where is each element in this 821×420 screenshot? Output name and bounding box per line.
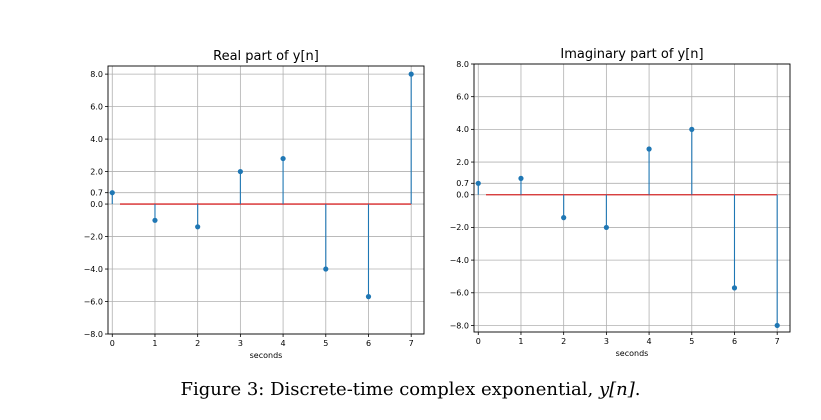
y-tick-label: 4.0 [90,135,103,144]
figure: 0 1 2 3 4 5 6 7 8.0 6.0 4.0 2.0 0.7 0.0 −2.0 −4.0 −6.0 −8… [84,47,791,360]
stem-marker [561,215,567,221]
x-tick-label: 5 [689,337,694,346]
plot-frame [473,63,791,333]
x-tick-label: 7 [409,339,414,348]
stem-marker [323,266,329,272]
y-tick-label: −2.0 [84,232,103,241]
real-part-plot: 0 1 2 3 4 5 6 7 8.0 6.0 4.0 2.0 0.7 0.0 −2.0 −4.0 −6.0 −8… [84,49,425,360]
x-tick-label: 3 [604,337,609,346]
stem-marker [774,322,780,329]
stem-marker [195,224,201,230]
plot-title: Real part of y[n] [213,49,319,64]
stem-marker [603,224,609,231]
y-tick-label: 0.7 [90,188,103,197]
caption-math: y[n] [598,379,635,400]
y-tick-label: −8.0 [450,321,469,330]
y-tick-label: 0.7 [456,179,469,188]
stem-marker [109,190,115,196]
plot-frame [107,65,425,335]
y-tick-label: 0.0 [456,191,469,200]
x-tick-label: 0 [110,339,115,348]
stem-marker [408,71,414,77]
y-tick-label: −2.0 [450,223,469,232]
stem-marker [475,180,481,186]
y-tick-label: 6.0 [90,102,103,111]
y-tick-label: 0.0 [90,200,103,209]
y-tick-label: 8.0 [90,70,103,79]
caption-suffix: . [634,379,641,400]
stem-marker [646,146,652,152]
x-axis-label: seconds [250,351,283,360]
y-tick-label: 2.0 [456,158,469,167]
y-tick-label: −4.0 [84,265,103,274]
x-tick-label: 2 [561,337,566,346]
stem-marker [518,175,524,181]
y-tick-label: 4.0 [456,125,469,134]
stem-marker [731,285,738,291]
x-tick-label: 4 [647,337,652,346]
plot-title: Imaginary part of y[n] [560,47,703,62]
stem-marker [365,294,372,300]
y-tick-label: 2.0 [90,167,103,176]
caption-prefix: Figure 3: Discrete-time complex exponent… [180,379,599,400]
x-tick-label: 1 [518,337,523,346]
stem-marker [152,217,158,223]
x-tick-label: 3 [238,339,243,348]
x-axis-label: seconds [616,349,649,358]
imaginary-part-plot: 0 1 2 3 4 5 6 7 8.0 6.0 4.0 2.0 0.7 0.0 −2.0 −4.0 −6.0 −8… [450,47,791,358]
x-tick-label: 1 [152,339,157,348]
figure-caption: Figure 3: Discrete-time complex exponent… [0,379,821,400]
x-tick-label: 4 [281,339,286,348]
x-tick-label: 2 [195,339,200,348]
x-tick-label: 5 [323,339,328,348]
y-tick-label: −8.0 [84,330,103,339]
stem-marker [237,168,243,175]
x-tick-label: 6 [732,337,737,346]
y-tick-label: 8.0 [456,60,469,69]
x-tick-label: 7 [775,337,780,346]
stem-marker [689,126,695,132]
y-tick-label: 6.0 [456,92,469,101]
y-tick-label: −6.0 [84,297,103,306]
y-tick-label: −6.0 [450,289,469,298]
x-tick-label: 6 [366,339,371,348]
x-tick-label: 0 [476,337,481,346]
y-tick-label: −4.0 [450,256,469,265]
stem-marker [280,155,286,162]
